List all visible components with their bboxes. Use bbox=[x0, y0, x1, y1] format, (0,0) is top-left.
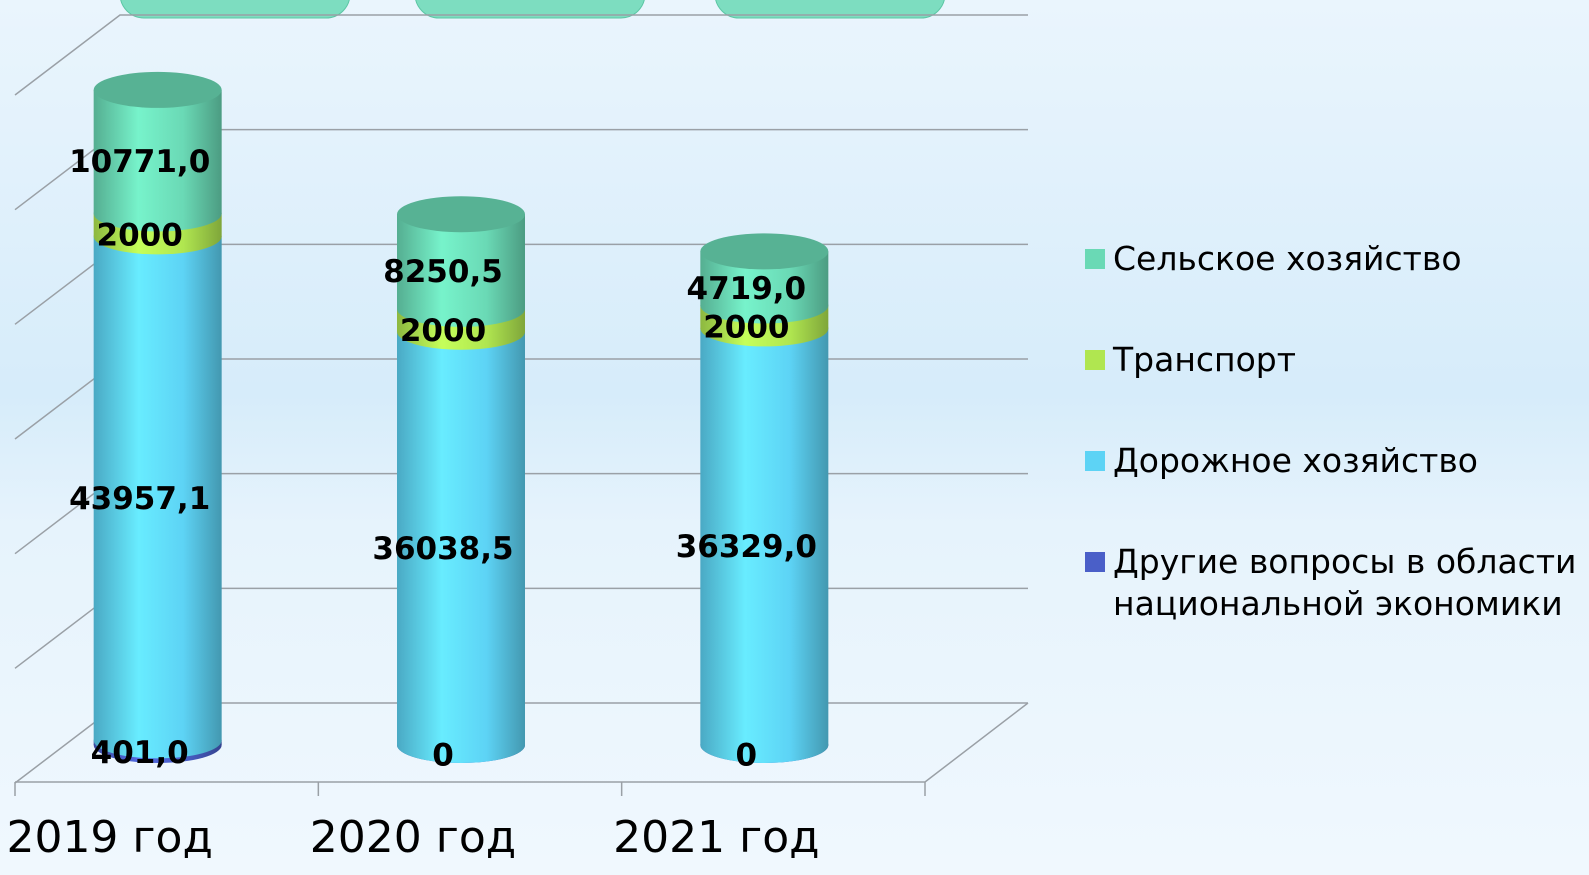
legend-item: Транспорт bbox=[1085, 339, 1580, 440]
data-label: 0 bbox=[736, 738, 758, 774]
category-label: 2021 год bbox=[613, 812, 819, 863]
legend-label: Сельское хозяйство bbox=[1113, 239, 1462, 278]
data-label: 4719,0 bbox=[687, 271, 807, 307]
decor-box bbox=[715, 0, 945, 19]
legend-label: Дорожное хозяйство bbox=[1113, 441, 1478, 480]
cylinder-top bbox=[700, 233, 829, 270]
legend-swatch bbox=[1085, 249, 1105, 269]
legend-label: Транспорт bbox=[1113, 340, 1296, 379]
legend-item: Дорожное хозяйство bbox=[1085, 440, 1580, 541]
data-label: 0 bbox=[432, 738, 454, 774]
data-label: 401,0 bbox=[91, 735, 189, 771]
legend-item: Другие вопросы в области национальной эк… bbox=[1085, 541, 1580, 642]
legend-label: Другие вопросы в области национальной эк… bbox=[1113, 542, 1577, 623]
grid-line bbox=[14, 14, 1028, 96]
cylinder-segment bbox=[397, 331, 525, 745]
legend-swatch bbox=[1085, 552, 1105, 572]
cylinder-top bbox=[93, 71, 222, 108]
legend-swatch bbox=[1085, 451, 1105, 471]
legend: Сельское хозяйство Транспорт Дорожное хозя… bbox=[1085, 238, 1580, 642]
data-label: 36329,0 bbox=[676, 529, 817, 565]
legend-item: Сельское хозяйство bbox=[1085, 238, 1580, 339]
data-label: 10771,0 bbox=[69, 144, 210, 180]
data-label: 36038,5 bbox=[372, 531, 513, 567]
cylinder-top bbox=[397, 196, 525, 233]
data-label: 2000 bbox=[703, 309, 789, 345]
decor-box bbox=[120, 0, 350, 19]
category-label: 2020 год bbox=[310, 812, 516, 863]
decor-box bbox=[415, 0, 645, 19]
data-label: 8250,5 bbox=[383, 254, 503, 290]
data-label: 2000 bbox=[400, 313, 486, 349]
cylinder-segment bbox=[93, 89, 222, 214]
cylinder-segment bbox=[700, 328, 829, 745]
category-label: 2019 год bbox=[6, 812, 212, 863]
cylinder-segment bbox=[93, 236, 222, 741]
data-label: 43957,1 bbox=[69, 481, 210, 517]
legend-swatch bbox=[1085, 350, 1105, 370]
data-label: 2000 bbox=[97, 217, 183, 253]
